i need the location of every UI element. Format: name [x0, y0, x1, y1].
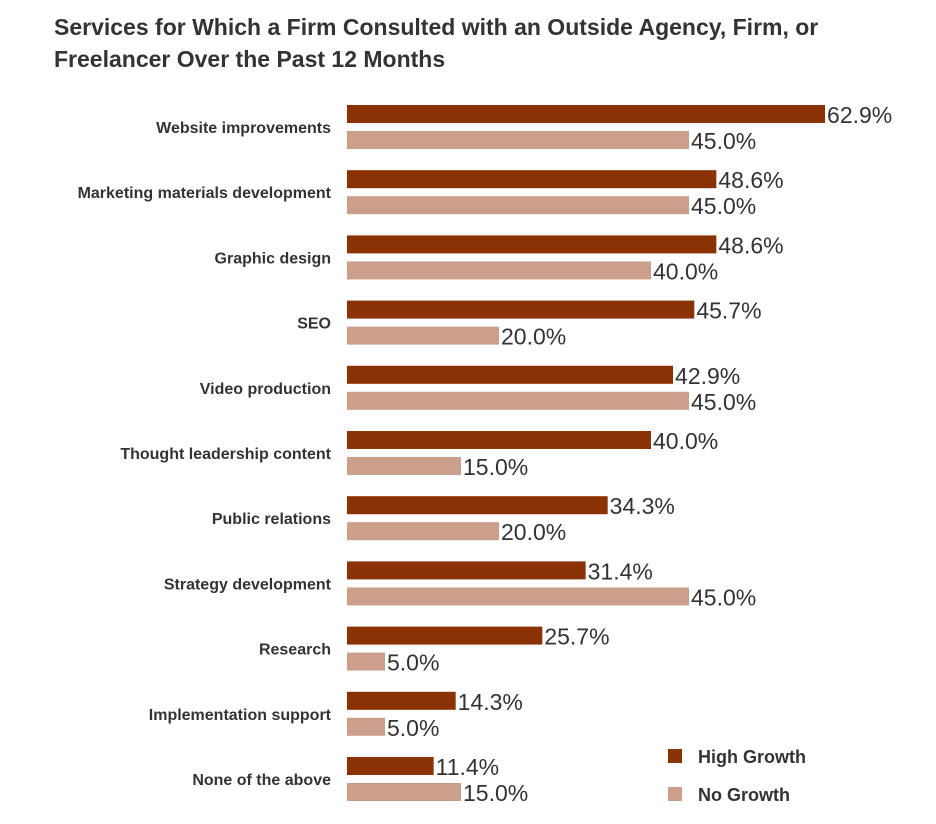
data-label: 48.6% [718, 232, 783, 258]
data-label: 25.7% [544, 624, 609, 650]
bar-no-growth [347, 391, 689, 410]
category-label: Research [259, 642, 331, 659]
legend-label: High Growth [698, 747, 806, 767]
category-label: SEO [297, 316, 331, 333]
bar-high-growth [347, 626, 543, 645]
data-label: 20.0% [501, 519, 566, 545]
data-label: 15.0% [463, 454, 528, 480]
category-label: Implementation support [149, 707, 332, 724]
category-label: Website improvements [156, 120, 331, 137]
bar-high-growth [347, 561, 586, 580]
bar-no-growth [347, 717, 385, 736]
data-label: 45.7% [696, 298, 761, 324]
data-label: 45.0% [691, 193, 756, 219]
data-label: 5.0% [387, 650, 439, 676]
data-label: 34.3% [610, 493, 675, 519]
bar-no-growth [347, 196, 689, 215]
data-label: 62.9% [827, 102, 892, 128]
bar-high-growth [347, 691, 456, 710]
category-label: Graphic design [215, 250, 331, 267]
data-label: 45.0% [691, 128, 756, 154]
bar-high-growth [347, 757, 434, 775]
data-label: 15.0% [463, 780, 528, 806]
bar-no-growth [347, 587, 689, 606]
legend-swatch [668, 787, 682, 801]
bar-high-growth [347, 235, 717, 254]
data-label: 45.0% [691, 584, 756, 610]
category-label: Thought leadership content [120, 446, 331, 463]
data-label: 14.3% [458, 689, 523, 715]
category-label: None of the above [192, 772, 331, 789]
category-label: Marketing materials development [78, 185, 332, 202]
bar-high-growth [347, 365, 674, 384]
legend-label: No Growth [698, 785, 790, 805]
data-label: 40.0% [653, 258, 718, 284]
bar-no-growth [347, 326, 499, 345]
data-label: 5.0% [387, 715, 439, 741]
bar-no-growth [347, 783, 461, 801]
bar-no-growth [347, 131, 689, 149]
category-label: Strategy development [164, 576, 332, 593]
bar-no-growth [347, 652, 385, 671]
data-label: 31.4% [588, 558, 653, 584]
bar-high-growth [347, 431, 651, 449]
category-label: Video production [200, 381, 331, 398]
bar-high-growth [347, 105, 826, 123]
bar-high-growth [347, 496, 608, 515]
data-label: 45.0% [691, 389, 756, 415]
data-label: 11.4% [436, 754, 500, 780]
category-label: Public relations [212, 511, 331, 528]
bar-high-growth [347, 170, 717, 189]
bar-no-growth [347, 457, 461, 475]
bar-high-growth [347, 300, 695, 319]
data-label: 42.9% [675, 363, 740, 389]
bar-no-growth [347, 261, 651, 280]
data-label: 48.6% [718, 167, 783, 193]
data-label: 20.0% [501, 324, 566, 350]
data-label: 40.0% [653, 428, 718, 454]
legend-swatch [668, 749, 682, 763]
chart-title: Services for Which a Firm Consulted with… [54, 14, 819, 72]
bar-no-growth [347, 522, 499, 541]
